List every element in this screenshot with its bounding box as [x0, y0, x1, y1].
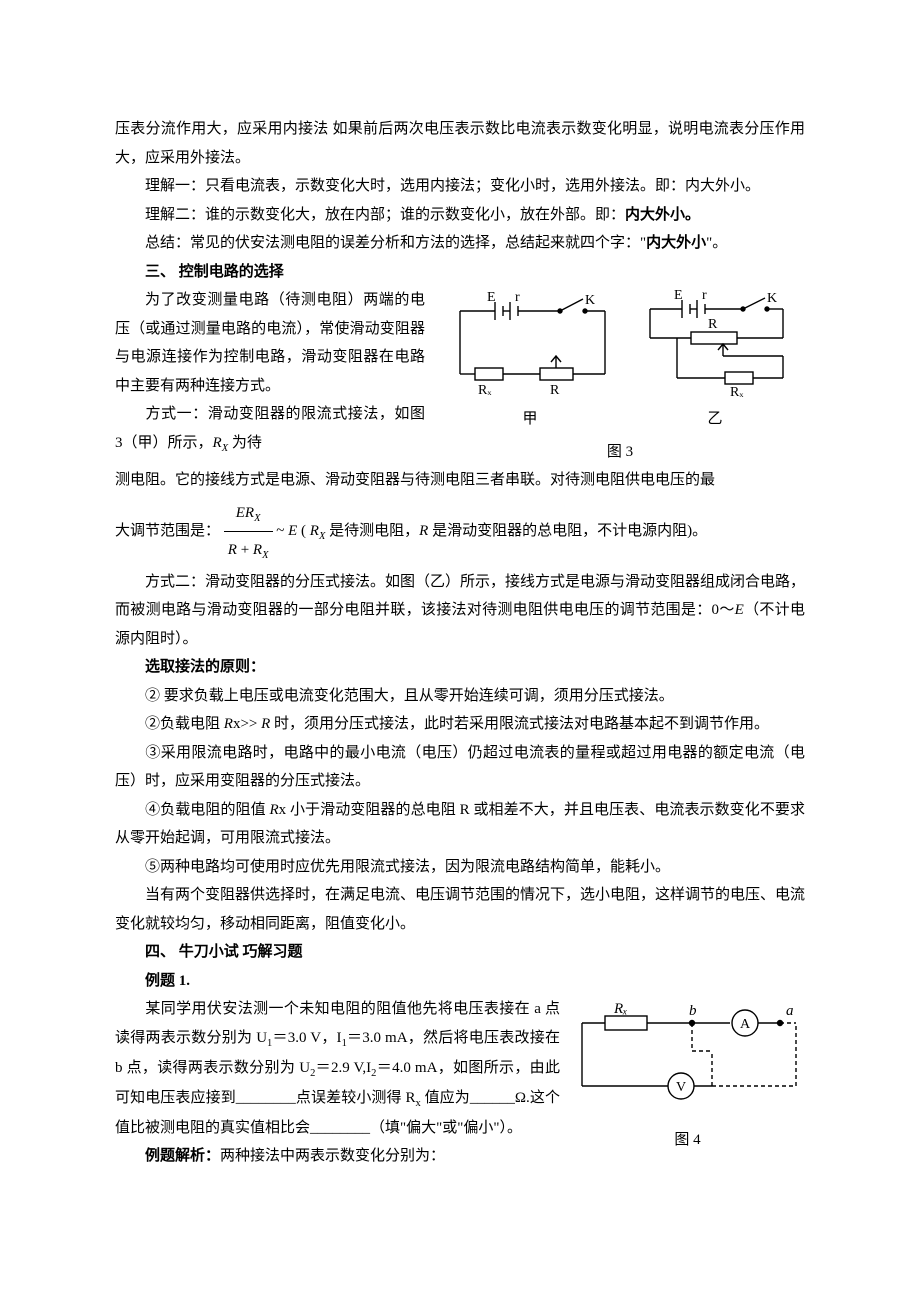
text: 理解二：谁的示数变化大，放在内部；谁的示数变化小，放在外部。即： — [145, 207, 625, 223]
figure-3: E r K Rₓ R 甲 — [435, 286, 805, 466]
heading-selection: 选取接法的原则： — [115, 653, 805, 682]
text: ②负载电阻 — [145, 716, 224, 732]
text: ＝3.0 V，I — [272, 1030, 341, 1046]
label-E: E — [674, 288, 683, 303]
circuit-yi-svg: E r K R Rₓ — [635, 286, 795, 401]
label-r: r — [515, 290, 520, 305]
example-1-title: 例题 1. — [115, 967, 805, 996]
fraction: ERX R + RX — [224, 495, 273, 568]
text: 大调节范围是： — [115, 523, 220, 539]
paragraph-summary: 当有两个变阻器供选择时，在满足电流、电压调节范围的情况下，选小电阻，这样调节的电… — [115, 881, 805, 938]
text: 时，须用分压式接法，此时若采用限流式接法对电路基本起不到调节作用。 — [270, 716, 769, 732]
paragraph: 方式二：滑动变阻器的分压式接法。如图（乙）所示，接线方式是电源与滑动变阻器组成闭… — [115, 568, 805, 654]
text-bold: 内大外小 — [646, 235, 706, 251]
text: 为待 — [228, 435, 262, 451]
text-bold: 内大外小。 — [625, 207, 700, 223]
paragraph-equation: 大调节范围是： ERX R + RX ~ E ( RX 是待测电阻，R 是滑动变… — [115, 495, 805, 568]
rule-3: ③采用限流电路时，电路中的最小电流（电压）仍超过电流表的量程或超过用电器的额定电… — [115, 739, 805, 796]
figure-4: Rₓ b a A V 图 4 — [570, 1001, 805, 1155]
text: 当有两个变阻器供选择时，在满足电流、电压调节范围的情况下，选小电阻，这样调节的电… — [115, 887, 805, 932]
text: 是滑动变阻器的总电阻，不计电源内阻)。 — [428, 523, 707, 539]
label-R: R — [708, 317, 718, 332]
text: 方式一：滑动变阻器的限流式接法，如图 3（甲）所示， — [115, 406, 425, 451]
text: "。 — [706, 235, 727, 251]
rule-1: ② 要求负载上电压或电流变化范围大，且从零开始连续可调，须用分压式接法。 — [115, 682, 805, 711]
circuit-fig4-svg: Rₓ b a A V — [570, 1001, 805, 1116]
label-Rx: Rₓ — [730, 385, 744, 400]
circuit-jia: E r K Rₓ R 甲 — [445, 286, 615, 434]
text-bold: 例题解析： — [145, 1148, 220, 1164]
caption-yi: 乙 — [635, 405, 795, 434]
text: 理解一：只看电流表，示数变化大时，选用内接法；变化小时，选用外接法。即：内大外小… — [145, 178, 760, 194]
figure4-label: 图 4 — [570, 1126, 805, 1155]
label-V: V — [676, 1080, 686, 1095]
text: x>> — [233, 716, 261, 732]
circuit-jia-svg: E r K Rₓ R — [445, 286, 615, 401]
text: 两种接法中两表示数变化分别为： — [220, 1148, 445, 1164]
paragraph: 测电阻。它的接线方式是电源、滑动变阻器与待测电阻三者串联。对待测电阻供电电压的最 — [115, 466, 805, 495]
label-R: R — [550, 383, 560, 398]
heading-4: 四、 牛刀小试 巧解习题 — [115, 938, 805, 967]
paragraph: 总结：常见的伏安法测电阻的误差分析和方法的选择，总结起来就四个字："内大外小"。 — [115, 229, 805, 258]
circuit-yi: E r K R Rₓ 乙 — [635, 286, 795, 434]
text: ④负载电阻的阻值 — [145, 802, 269, 818]
heading-3: 三、 控制电路的选择 — [115, 258, 805, 287]
figure3-label: 图 3 — [435, 438, 805, 467]
label-K: K — [585, 293, 595, 308]
text: 方式二：滑动变阻器的分压式接法。如图（乙）所示，接线方式是电源与滑动变阻器组成闭… — [115, 574, 805, 619]
text: ~ — [276, 523, 288, 539]
label-r: r — [702, 288, 707, 303]
paragraph: 理解一：只看电流表，示数变化大时，选用内接法；变化小时，选用外接法。即：内大外小… — [115, 172, 805, 201]
text: 总结：常见的伏安法测电阻的误差分析和方法的选择，总结起来就四个字：" — [145, 235, 646, 251]
label-E: E — [487, 290, 496, 305]
symbol-E: E — [288, 523, 297, 539]
caption-jia: 甲 — [445, 405, 615, 434]
label-A: A — [740, 1017, 751, 1032]
label-b: b — [689, 1003, 697, 1019]
rule-4: ④负载电阻的阻值 Rx 小于滑动变阻器的总电阻 R 或相差不大，并且电压表、电流… — [115, 796, 805, 853]
symbol-E: E — [735, 602, 744, 618]
paragraph: 压表分流作用大，应采用内接法 如果前后两次电压表示数比电流表示数变化明显，说明电… — [115, 115, 805, 172]
label-K: K — [767, 291, 777, 306]
text: 是待测电阻， — [325, 523, 419, 539]
text: ③采用限流电路时，电路中的最小电流（电压）仍超过电流表的量程或超过用电器的额定电… — [115, 745, 805, 790]
paragraph: 理解二：谁的示数变化大，放在内部；谁的示数变化小，放在外部。即：内大外小。 — [115, 201, 805, 230]
label-Rx: Rₓ — [613, 1001, 627, 1017]
text: ＝2.9 V,I — [315, 1060, 371, 1076]
label-a: a — [786, 1003, 794, 1019]
rule-5: ⑤两种电路均可使用时应优先用限流式接法，因为限流电路结构简单，能耗小。 — [115, 853, 805, 882]
symbol-R: R — [419, 523, 428, 539]
label-Rx: Rₓ — [478, 383, 492, 398]
text: ( — [301, 523, 310, 539]
rule-2: ②负载电阻 Rx>> R 时，须用分压式接法，此时若采用限流式接法对电路基本起不… — [115, 710, 805, 739]
